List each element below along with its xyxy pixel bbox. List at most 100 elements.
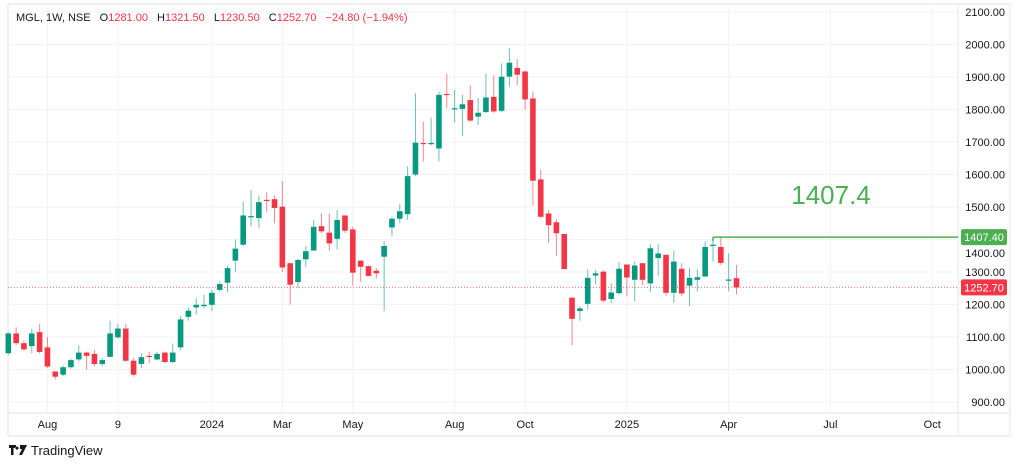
time-tick-label: 2024: [200, 419, 224, 431]
candle-down: [624, 264, 630, 297]
candle-up: [459, 94, 466, 137]
candle-body: [631, 265, 638, 280]
price-axis[interactable]: 2100.00 2000.00 1900.00 1800.00 1700.00 1600.…: [965, 7, 1005, 409]
candle-up: [169, 343, 176, 363]
price-tick-label: 2100.00: [965, 7, 1005, 19]
candle-body: [600, 271, 607, 301]
price-tick-label: 1100.00: [966, 332, 1005, 344]
candle-body: [279, 206, 286, 268]
candle-up: [75, 345, 82, 362]
candle-body: [224, 268, 231, 283]
candle-body: [310, 226, 317, 251]
candle-down: [342, 215, 348, 233]
candle-body: [522, 71, 528, 100]
time-tick-label: Oct: [517, 419, 534, 431]
candle-body: [686, 277, 693, 286]
candle-body: [397, 211, 403, 219]
candle-down: [91, 350, 98, 367]
candle-up: [216, 281, 223, 292]
candle-down: [561, 233, 568, 270]
candle-body: [350, 229, 356, 273]
candle-body: [68, 360, 74, 368]
candle-down: [514, 59, 521, 86]
symbol-legend: MGL, 1W, NSE O1281.00 H1321.50 L1230.50 …: [16, 12, 408, 24]
candle-body: [295, 259, 301, 283]
candle-up: [295, 259, 301, 289]
candle-body: [334, 220, 340, 239]
candle-up: [506, 48, 513, 87]
price-tick-label: 1400.00: [965, 248, 1005, 260]
candle-body: [373, 270, 380, 274]
candle-up: [412, 93, 419, 177]
candle-body: [169, 352, 176, 363]
candle-body: [725, 279, 732, 281]
time-axis[interactable]: Aug 9 2024 Mar May Aug Oct 2025 Apr Jul Oct: [38, 419, 941, 431]
high-value: 1321.50: [164, 12, 205, 24]
candle-down: [537, 169, 544, 219]
candle-body: [420, 142, 427, 145]
candle-body: [584, 277, 591, 304]
candle-body: [201, 304, 207, 307]
candle-down: [326, 213, 333, 251]
candle-up: [303, 246, 309, 268]
candle-down: [21, 340, 27, 351]
candle-up: [428, 117, 434, 146]
tradingview-logo[interactable]: TradingView: [9, 443, 103, 458]
candle-body: [216, 284, 223, 290]
candle-body: [138, 357, 145, 364]
candle-body: [616, 268, 622, 294]
candle-up: [5, 332, 12, 355]
candle-body: [655, 253, 661, 259]
candle-up: [115, 324, 121, 339]
candle-down: [318, 213, 325, 233]
level-price-badge: [961, 229, 1007, 246]
price-tick-label: 1500.00: [965, 202, 1005, 214]
candle-body: [514, 67, 521, 75]
candle-body: [162, 352, 168, 363]
open-label: O: [99, 12, 109, 24]
candle-up: [483, 73, 489, 113]
candle-down: [83, 351, 90, 370]
candle-up: [185, 307, 192, 321]
candle-body: [185, 310, 192, 317]
candle-body: [733, 278, 740, 288]
last-price-badge: [961, 279, 1007, 296]
candle-up: [584, 269, 591, 310]
candle-down: [263, 192, 270, 212]
candle-down: [639, 263, 646, 285]
candle-body: [248, 216, 254, 218]
chart-frame: [7, 3, 1011, 437]
candle-body: [530, 98, 536, 181]
price-tick-label: 1200.00: [965, 300, 1005, 312]
candle-down: [420, 121, 427, 162]
close-value: 1252.70: [276, 12, 317, 24]
last-price-label: 1252.70: [964, 282, 1004, 294]
candle-body: [287, 263, 293, 285]
candle-body: [44, 347, 51, 367]
candle-body: [130, 360, 137, 375]
candle-up: [60, 365, 66, 376]
candle-down: [522, 70, 528, 110]
candle-body: [232, 248, 239, 261]
time-tick-label: Aug: [38, 419, 58, 431]
candle-body: [303, 251, 309, 260]
candle-up: [616, 262, 622, 295]
candle-up: [138, 353, 145, 368]
candle-down: [718, 237, 724, 265]
candle-body: [13, 333, 19, 344]
candle-body: [5, 333, 12, 354]
candle-body: [240, 215, 246, 245]
candle-up: [209, 289, 215, 311]
low-label: L: [213, 12, 220, 24]
candle-body: [357, 260, 364, 267]
candle-body: [389, 218, 395, 228]
candle-up: [397, 203, 403, 224]
candle-body: [459, 104, 466, 109]
candle-down: [13, 327, 19, 346]
candle-down: [162, 351, 168, 363]
candle-down: [490, 75, 497, 113]
candle-body: [91, 353, 98, 364]
candle-down: [271, 195, 278, 224]
